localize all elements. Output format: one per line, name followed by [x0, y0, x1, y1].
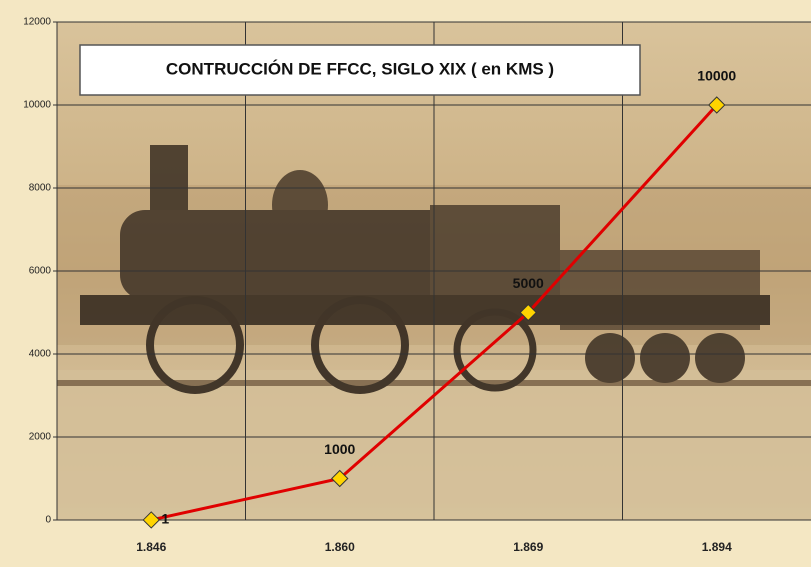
title-box	[79, 44, 641, 96]
data-label: 5000	[513, 275, 544, 291]
y-tick-label: 6000	[29, 266, 52, 277]
y-tick-label: 10000	[23, 100, 51, 111]
marker	[331, 469, 349, 488]
data-label: 1	[161, 511, 169, 527]
x-tick-label: 1.869	[513, 540, 543, 554]
marker	[142, 511, 160, 529]
y-tick-label: 12000	[23, 17, 51, 28]
marker	[519, 303, 537, 322]
x-tick-label: 1.846	[136, 540, 166, 554]
marker	[708, 96, 726, 114]
y-tick-label: 4000	[29, 349, 52, 360]
line	[150, 103, 718, 522]
x-tick-label: 1.860	[325, 540, 355, 554]
data-label: 10000	[697, 68, 736, 84]
y-tick-label: 0	[45, 515, 51, 526]
x-tick-label: 1.894	[702, 540, 732, 554]
y-tick-label: 2000	[29, 432, 52, 443]
y-tick-label: 8000	[29, 183, 52, 194]
data-label: 1000	[324, 441, 355, 457]
chart-title: CONTRUCCIÓN DE FFCC, SIGLO XIX ( en KMS …	[166, 59, 554, 78]
